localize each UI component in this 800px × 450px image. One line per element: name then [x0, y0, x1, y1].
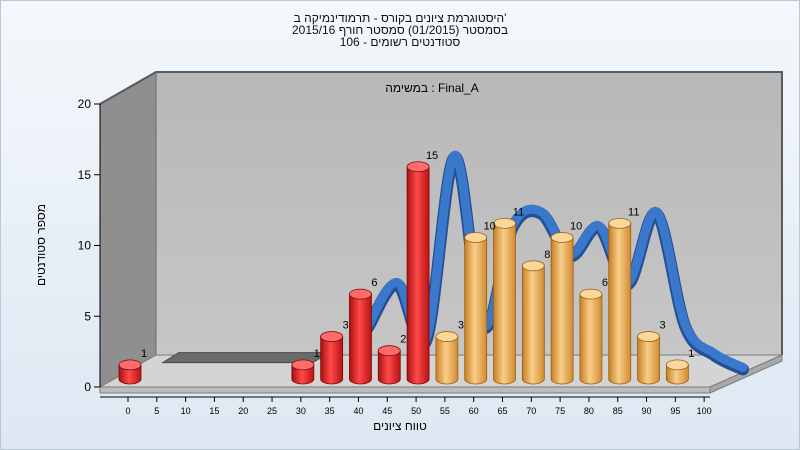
side-wall	[99, 71, 157, 388]
bar-body	[521, 265, 545, 385]
bar-body	[579, 293, 603, 385]
bar-top	[637, 331, 660, 342]
bar-body	[291, 364, 315, 385]
bar	[406, 161, 430, 385]
y-tick-label: 10	[78, 239, 92, 253]
chart-title-line: בסמסטר (01/2015) סמסטר חורף 2015/16	[292, 23, 508, 37]
x-tick-label: 80	[584, 406, 594, 416]
bar-top	[435, 331, 459, 342]
x-tick-label: 0	[125, 406, 130, 416]
bar-body	[464, 237, 488, 385]
bar	[118, 359, 142, 385]
bar-top	[579, 288, 603, 300]
x-tick-label: 10	[181, 406, 191, 416]
bar	[608, 217, 632, 385]
bar-value-label: 6	[602, 277, 608, 289]
x-tick-label: 45	[382, 406, 392, 416]
x-tick-label: 100	[697, 406, 712, 416]
bar-top	[608, 217, 632, 229]
x-tick-label: 65	[497, 406, 507, 416]
bar-value-label: 10	[570, 221, 582, 233]
y-tick-label: 5	[84, 309, 91, 323]
bar-value-label: 2	[400, 334, 406, 346]
bar-value-label: 1	[314, 348, 320, 360]
bar-body	[320, 336, 344, 385]
y-tick-label: 0	[84, 380, 91, 394]
bar-top	[521, 260, 545, 272]
bar-top	[406, 161, 430, 173]
bar-value-label: 15	[426, 150, 438, 162]
x-tick-label: 70	[526, 406, 536, 416]
chart-title-line: היסטוגרמת ציונים בקורס - תרמודינמיקה ב'	[294, 11, 507, 25]
floor-front-edge	[99, 386, 711, 394]
bar	[521, 260, 545, 385]
x-tick-label: 55	[440, 406, 450, 416]
bar-top	[349, 288, 372, 300]
x-tick-label: 20	[238, 406, 248, 416]
x-tick-label: 60	[469, 406, 479, 416]
x-tick-label: 40	[353, 406, 363, 416]
y-tick-label: 15	[78, 168, 92, 182]
chart-title-line: סטודנטים רשומים - 106	[340, 35, 461, 49]
bar	[579, 288, 603, 385]
bar-value-label: 3	[343, 320, 349, 332]
bar-body	[550, 237, 574, 385]
bar-body	[349, 293, 372, 385]
x-tick-label: 90	[642, 406, 652, 416]
bar-value-label: 11	[513, 206, 524, 218]
wall-outline	[99, 71, 783, 355]
bar-body	[665, 364, 689, 385]
bar-body	[493, 222, 516, 385]
bar-body	[118, 364, 142, 385]
x-tick-label: 95	[670, 406, 680, 416]
x-tick-label: 75	[555, 406, 565, 416]
bar-body	[435, 336, 459, 385]
bar-value-label: 10	[484, 221, 496, 233]
bar	[435, 331, 459, 385]
bar-body	[608, 222, 632, 385]
bar	[349, 288, 372, 385]
x-tick-label: 15	[209, 406, 219, 416]
distribution-curve	[363, 150, 748, 372]
bar	[665, 359, 689, 385]
x-tick-label: 5	[154, 406, 159, 416]
x-tick-label: 25	[267, 406, 277, 416]
x-axis-title: טווח ציונים	[373, 419, 427, 433]
x-tick-label: 30	[296, 406, 306, 416]
bar-value-label: 1	[688, 348, 694, 360]
bar-value-label: 8	[544, 249, 550, 261]
bar-value-label: 3	[458, 320, 464, 332]
bar-body	[406, 166, 430, 385]
bar	[637, 331, 660, 385]
bar-top	[464, 232, 488, 243]
x-tick-label: 35	[325, 406, 335, 416]
y-tick-label: 20	[78, 97, 92, 111]
bar-value-label: 1	[141, 348, 147, 360]
bar-body	[637, 336, 660, 385]
bar-body	[377, 350, 401, 385]
y-axis-title: מספר סטודנטים	[34, 204, 48, 286]
bar-top	[493, 217, 516, 229]
bar-value-label: 6	[371, 277, 377, 289]
bar-top	[665, 359, 689, 371]
bar	[550, 232, 574, 385]
bar-top	[550, 232, 574, 243]
bar-top	[118, 359, 142, 371]
bar-value-label: 3	[659, 320, 665, 332]
x-tick-label: 50	[411, 406, 421, 416]
bar	[320, 331, 344, 385]
bar	[291, 359, 315, 385]
bar-top	[291, 359, 315, 371]
bar-top	[377, 345, 401, 357]
bar	[377, 345, 401, 385]
bar-top	[320, 331, 344, 342]
bar	[464, 232, 488, 385]
task-annotation: במשימה : Final_A	[385, 81, 479, 95]
x-tick-label: 85	[613, 406, 623, 416]
bar-value-label: 11	[628, 206, 639, 218]
bar	[493, 217, 516, 385]
